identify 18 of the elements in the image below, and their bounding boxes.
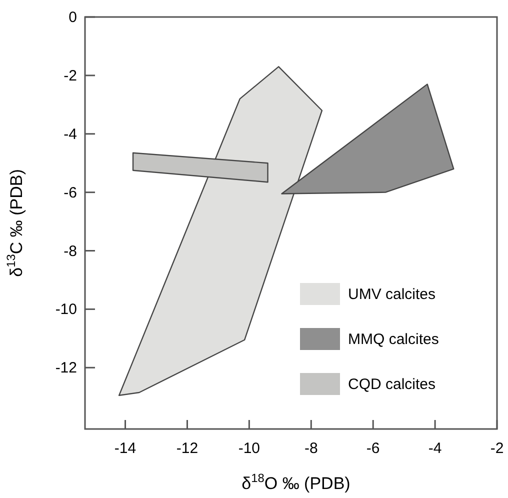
y-tick-label: -6: [64, 184, 77, 202]
y-tick-label: -12: [55, 360, 77, 377]
x-tick-label: -8: [304, 440, 318, 457]
y-tick-label: -4: [64, 126, 77, 143]
x-tick-label: -14: [114, 440, 136, 457]
legend-label: UMV calcites: [348, 286, 436, 303]
x-axis-title: δ$^{18}$O ‰ (PDB): [242, 471, 350, 493]
y-tick-label: -2: [64, 67, 77, 84]
x-tick-label: -2: [490, 440, 504, 457]
x-tick-label: -10: [238, 440, 260, 457]
legend-label: CQD calcites: [348, 376, 436, 393]
x-tick-label: -4: [428, 440, 442, 457]
y-tick-label: -8: [64, 242, 77, 260]
y-tick-label: -10: [55, 301, 77, 318]
x-tick-label: -12: [176, 440, 198, 457]
x-tick-label: -6: [366, 440, 380, 457]
y-tick-label: 0: [68, 9, 77, 26]
legend-label: MMQ calcites: [348, 331, 439, 348]
